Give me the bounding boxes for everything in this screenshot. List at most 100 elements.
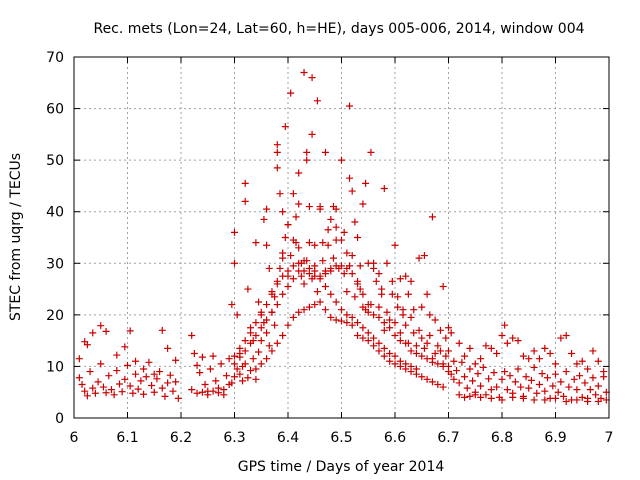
data-point — [423, 375, 431, 383]
data-point — [292, 213, 300, 221]
data-point — [196, 369, 204, 377]
x-tick-label: 6 — [70, 430, 79, 446]
data-point — [332, 223, 340, 231]
data-point — [231, 360, 238, 368]
data-point — [247, 329, 255, 337]
data-point — [338, 156, 345, 164]
data-point — [231, 352, 238, 360]
data-point — [343, 319, 351, 327]
data-point — [514, 337, 522, 345]
data-point — [295, 169, 303, 177]
data-point — [450, 375, 458, 383]
data-point — [578, 393, 586, 401]
data-point — [289, 313, 297, 321]
data-point — [458, 358, 466, 366]
data-point — [453, 367, 461, 375]
data-point — [354, 234, 362, 241]
data-point — [396, 329, 404, 337]
data-point — [410, 329, 418, 337]
data-point — [273, 141, 281, 149]
data-point — [241, 337, 249, 345]
data-point — [83, 392, 91, 400]
data-point — [412, 350, 420, 358]
data-point — [578, 357, 586, 365]
data-point — [121, 375, 129, 383]
data-point — [313, 97, 321, 105]
data-point — [503, 339, 511, 347]
axis-ticks: 6 6.1 6.2 6.3 6.4 6.5 6.6 6.7 6.8 6.9 701020304050… — [46, 50, 613, 446]
plot-frame — [73, 56, 610, 419]
data-point — [354, 331, 362, 339]
data-point — [209, 352, 217, 360]
data-point — [102, 327, 110, 335]
data-point — [501, 321, 509, 329]
data-point — [519, 352, 527, 360]
data-point — [479, 363, 487, 371]
data-point — [565, 383, 573, 391]
data-point — [190, 350, 198, 358]
data-point — [241, 360, 249, 368]
data-point — [380, 344, 388, 352]
data-point — [557, 334, 565, 342]
data-point — [319, 257, 327, 265]
data-point — [541, 344, 549, 352]
data-point — [589, 374, 597, 382]
data-point — [263, 329, 271, 337]
data-point — [439, 360, 447, 368]
data-point — [83, 341, 91, 349]
data-point — [568, 350, 576, 358]
data-point — [241, 179, 249, 187]
data-point — [94, 378, 102, 386]
y-tick-label: 0 — [55, 411, 64, 427]
data-point — [455, 391, 463, 399]
data-point — [319, 239, 327, 247]
data-point — [201, 380, 209, 388]
data-point — [428, 378, 436, 386]
data-point — [396, 362, 404, 370]
data-point — [428, 213, 436, 221]
data-point — [305, 239, 313, 247]
data-point — [332, 205, 340, 213]
data-point — [252, 375, 260, 383]
data-point — [212, 377, 220, 385]
data-point — [573, 386, 581, 394]
data-point — [300, 267, 308, 275]
data-point — [335, 264, 343, 272]
data-point — [359, 334, 367, 342]
data-point — [407, 368, 415, 376]
data-point — [552, 360, 559, 368]
data-point — [161, 392, 169, 400]
data-point — [150, 370, 158, 378]
data-point — [418, 303, 426, 311]
data-point — [420, 344, 428, 352]
data-point — [519, 394, 527, 402]
data-point — [150, 388, 158, 396]
data-point — [289, 275, 297, 283]
data-point — [300, 306, 308, 314]
data-point — [594, 357, 602, 365]
data-point — [538, 370, 546, 378]
data-point — [412, 370, 420, 378]
data-point — [380, 185, 388, 193]
data-point — [498, 396, 506, 404]
data-point — [386, 357, 394, 365]
data-point — [461, 393, 469, 401]
data-point — [562, 331, 570, 339]
data-point — [231, 228, 238, 236]
data-point — [420, 252, 428, 260]
data-point — [113, 351, 121, 359]
data-point — [305, 303, 313, 311]
data-point — [445, 347, 452, 355]
data-point — [222, 372, 230, 380]
x-tick-label: 6.2 — [170, 430, 192, 446]
data-point — [115, 380, 123, 388]
data-point — [271, 293, 279, 301]
data-point — [172, 356, 180, 364]
data-point — [348, 313, 356, 321]
data-point — [354, 319, 362, 327]
data-point — [324, 241, 332, 249]
data-point — [303, 148, 311, 156]
data-point — [386, 316, 394, 324]
data-point — [113, 367, 121, 375]
data-point — [300, 68, 308, 76]
